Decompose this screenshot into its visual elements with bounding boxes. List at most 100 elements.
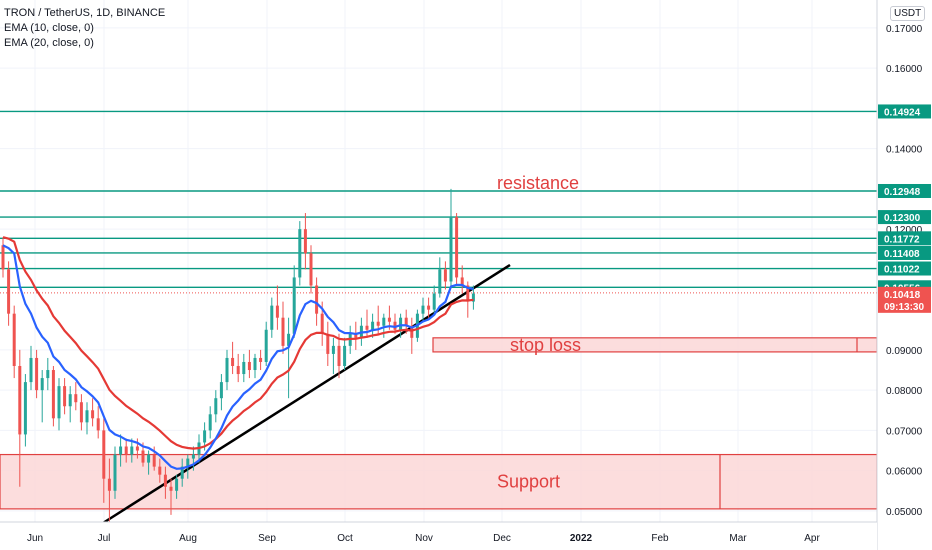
candle-body-43 [242, 361, 246, 375]
candle-body-41 [231, 357, 235, 366]
level-tag-text-1: 0.12948 [884, 187, 921, 198]
candle-body-61 [343, 345, 347, 366]
candle-body-33 [186, 458, 190, 467]
candle-body-39 [219, 382, 223, 399]
candle-body-58 [326, 333, 330, 354]
candle-body-76 [427, 305, 431, 310]
price-tick-3: 0.12000 [886, 225, 923, 236]
price-tick-8: 0.05000 [886, 507, 923, 518]
horizontal-levels [0, 110, 877, 294]
candle-body-24 [135, 446, 139, 451]
time-tick-5: Nov [415, 533, 433, 544]
candle-body-60 [337, 345, 341, 366]
candle-body-77 [432, 293, 436, 310]
candle-body-42 [236, 366, 240, 375]
candle-body-10 [57, 386, 61, 419]
candle-body-36 [203, 430, 207, 443]
time-tick-10: Apr [804, 533, 820, 544]
candle-body-53 [298, 229, 302, 278]
candle-body-75 [421, 305, 425, 314]
candle-body-50 [281, 317, 285, 346]
candle-body-51 [287, 333, 291, 346]
time-tick-8: Feb [651, 533, 669, 544]
candle-body-32 [180, 466, 184, 479]
time-tick-3: Sep [258, 533, 276, 544]
currency-button[interactable]: USDT [890, 6, 926, 21]
zone-label-1: Support [497, 472, 560, 492]
price-tick-2: 0.14000 [886, 145, 923, 156]
candle-body-68 [382, 317, 386, 326]
candle-body-54 [303, 229, 307, 254]
countdown-text: 09:13:30 [884, 302, 924, 313]
legend-symbol[interactable]: TRON / TetherUS, 1D, BINANCE [4, 7, 166, 19]
candle-body-23 [130, 446, 134, 455]
candle-body-13 [74, 394, 78, 403]
price-tick-1: 0.16000 [886, 64, 923, 75]
candle-body-55 [309, 253, 313, 286]
candle-body-14 [79, 402, 83, 423]
level-tag-2 [878, 210, 931, 225]
chart-legend: TRON / TetherUS, 1D, BINANCE EMA (10, cl… [4, 6, 165, 51]
zone-box-1 [0, 453, 878, 510]
candle-body-27 [152, 454, 156, 467]
price-zones: stop loss Support [0, 335, 878, 510]
candle-body-28 [158, 466, 162, 475]
candle-body-57 [320, 313, 324, 334]
candle-body-11 [63, 386, 67, 407]
candle-body-52 [292, 277, 296, 334]
candle-body-21 [119, 446, 123, 455]
legend-ema10[interactable]: EMA (10, close, 0) [4, 22, 94, 34]
candle-body-1 [7, 269, 11, 314]
price-tick-5: 0.08000 [886, 386, 923, 397]
candle-body-3 [18, 366, 22, 435]
price-tick-0: 0.17000 [886, 24, 923, 35]
time-tick-4: Oct [337, 533, 353, 544]
candle-body-65 [365, 325, 369, 330]
candle-body-5 [29, 357, 33, 383]
candle-body-72 [404, 317, 408, 326]
ema-lines [2, 236, 474, 470]
candle-body-0 [1, 245, 5, 270]
candle-body-82 [460, 277, 464, 286]
candle-body-25 [141, 450, 145, 463]
candle-body-66 [371, 321, 375, 330]
zone-box-0 [432, 337, 878, 353]
time-tick-6: Dec [493, 533, 511, 544]
candle-body-78 [438, 269, 442, 294]
level-tag-text-2: 0.12300 [884, 213, 921, 224]
level-tag-4 [878, 245, 931, 260]
candle-body-83 [466, 285, 470, 302]
candle-body-84 [471, 293, 475, 302]
candle-body-56 [315, 285, 319, 314]
candle-body-4 [23, 382, 27, 435]
level-tag-text-3: 0.11772 [884, 234, 920, 245]
candle-body-67 [376, 321, 380, 326]
candle-body-81 [455, 217, 459, 278]
candle-body-8 [46, 370, 50, 379]
candle-body-15 [85, 410, 89, 423]
time-axis[interactable]: Jun Jul Aug Sep Oct Nov Dec 2022 Feb Mar Apr [0, 521, 877, 550]
candle-body-7 [40, 378, 44, 391]
candle-body-16 [91, 410, 95, 419]
candle-body-49 [275, 305, 279, 318]
candle-body-26 [147, 454, 151, 463]
candle-body-34 [191, 454, 195, 459]
chart-grid [0, 0, 877, 522]
price-axis[interactable]: 0.17000 0.16000 0.14000 0.12000 0.09000 0.080… [876, 0, 932, 550]
level-tag-text-5: 0.11022 [884, 265, 920, 276]
legend-ema20[interactable]: EMA (20, close, 0) [4, 37, 94, 49]
candle-body-20 [113, 454, 117, 491]
time-tick-7: 2022 [570, 533, 593, 544]
current-price-tag [878, 286, 931, 313]
candle-body-29 [163, 474, 167, 487]
ema20-line [2, 236, 474, 450]
candle-body-9 [51, 370, 55, 419]
candle-body-46 [259, 357, 263, 362]
ema10-line [2, 244, 474, 470]
candle-body-63 [354, 333, 358, 338]
candle-body-40 [225, 357, 229, 383]
candle-body-59 [331, 345, 335, 354]
chart-annotations: resistance [497, 173, 579, 193]
zone-label-0: stop loss [510, 335, 581, 355]
